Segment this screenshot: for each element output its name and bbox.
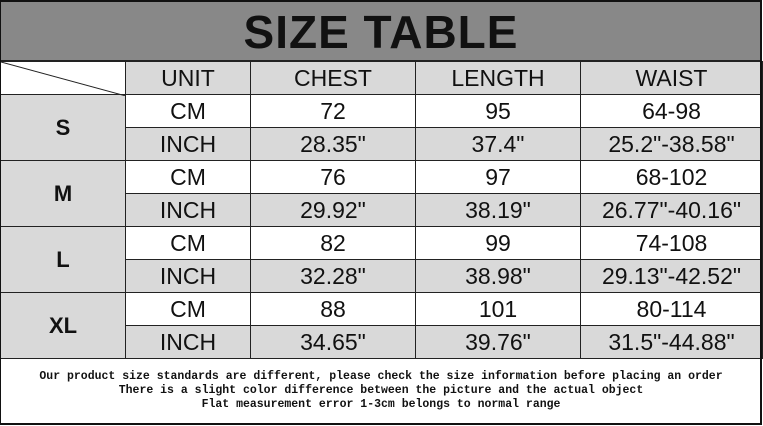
cell-unit: INCH [125, 259, 251, 293]
cell-unit: CM [125, 226, 251, 260]
size-label: M [0, 160, 126, 227]
size-label: S [0, 94, 126, 161]
table-row: INCH 32.28" 38.98" 29.13"-42.52" [1, 259, 763, 293]
cell-unit: INCH [125, 127, 251, 161]
cell-waist: 80-114 [580, 292, 763, 326]
size-label: XL [0, 292, 126, 359]
cell-length: 38.98" [415, 259, 581, 293]
header-row: UNIT CHEST LENGTH WAIST [0, 61, 763, 96]
note-line: Our product size standards are different… [39, 370, 723, 383]
notes: Our product size standards are different… [0, 359, 762, 425]
table-row: INCH 34.65" 39.76" 31.5"-44.88" [1, 325, 763, 359]
cell-length: 37.4" [415, 127, 581, 161]
cell-waist: 74-108 [580, 226, 763, 260]
table-row: INCH 29.92" 38.19" 26.77"-40.16" [1, 193, 763, 227]
cell-length: 97 [415, 160, 581, 194]
cell-unit: INCH [125, 325, 251, 359]
table-row: XL CM 88 101 80-114 [0, 292, 763, 359]
size-table: UNIT CHEST LENGTH WAIST S CM 72 95 64-98 INCH… [0, 61, 763, 359]
cell-unit: CM [125, 292, 251, 326]
cell-unit: CM [125, 160, 251, 194]
note-line: There is a slight color difference betwe… [118, 384, 644, 397]
cell-chest: 82 [250, 226, 416, 260]
corner-cell [0, 61, 126, 96]
cell-chest: 88 [250, 292, 416, 326]
cell-waist: 68-102 [580, 160, 763, 194]
cell-waist: 64-98 [580, 94, 763, 128]
cell-chest: 34.65" [250, 325, 416, 359]
table-row: S CM 72 95 64-98 [0, 94, 763, 161]
diagonal-line [1, 62, 126, 96]
table-row: INCH 28.35" 37.4" 25.2"-38.58" [1, 127, 763, 161]
page-title: SIZE TABLE [0, 0, 762, 61]
cell-unit: CM [125, 94, 251, 128]
cell-length: 95 [415, 94, 581, 128]
note-line: Flat measurement error 1-3cm belongs to … [201, 398, 561, 411]
cell-waist: 31.5"-44.88" [580, 325, 763, 359]
cell-chest: 72 [250, 94, 416, 128]
cell-waist: 26.77"-40.16" [580, 193, 763, 227]
cell-chest: 32.28" [250, 259, 416, 293]
table-row: L CM 82 99 74-108 [0, 226, 763, 293]
cell-waist: 29.13"-42.52" [580, 259, 763, 293]
table-row: M CM 76 97 68-102 [0, 160, 763, 227]
cell-chest: 29.92" [250, 193, 416, 227]
header-unit: UNIT [125, 61, 251, 95]
cell-length: 38.19" [415, 193, 581, 227]
cell-unit: INCH [125, 193, 251, 227]
cell-chest: 28.35" [250, 127, 416, 161]
cell-length: 39.76" [415, 325, 581, 359]
size-label: L [0, 226, 126, 293]
cell-waist: 25.2"-38.58" [580, 127, 763, 161]
